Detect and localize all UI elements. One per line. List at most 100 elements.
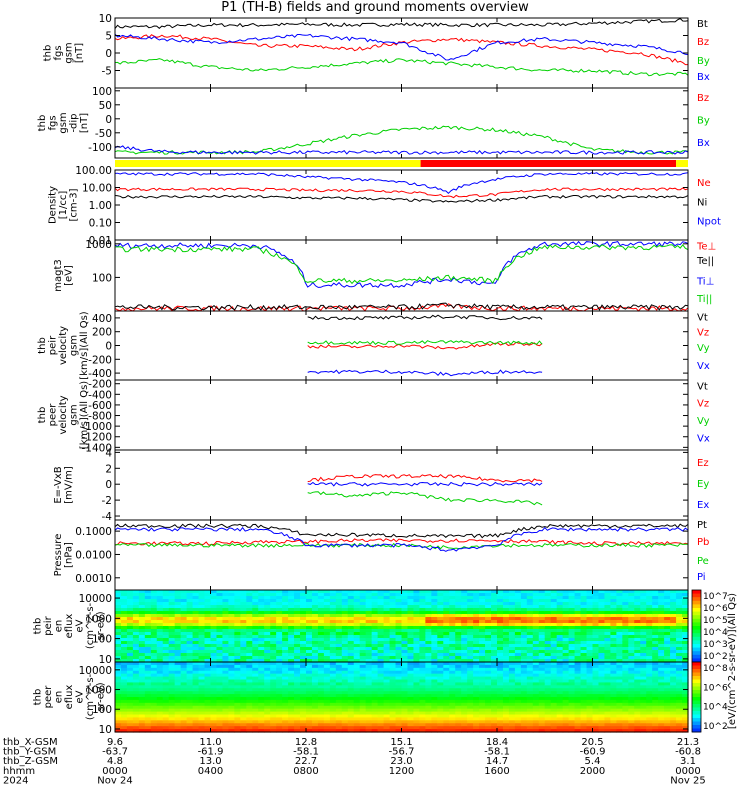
legend-label-Vx: Vx: [697, 433, 710, 444]
colorbar-segment: [692, 590, 701, 594]
colorbar-tick-label: 10^6: [703, 604, 728, 614]
legend-label-Pt: Pt: [697, 520, 707, 531]
legend-label-Vt: Vt: [697, 382, 708, 393]
panel-frame: [115, 170, 688, 240]
y-axis-label: magt3: [53, 259, 64, 292]
panel-frame: [115, 240, 688, 311]
colorbar-segment: [692, 701, 701, 705]
colorbar-tick-label: 10^2: [703, 652, 728, 662]
panel-frame: [115, 88, 688, 158]
series-line-Vt: [308, 315, 542, 319]
y-axis-label: fgs: [53, 45, 64, 60]
y-axis-label: peer: [48, 403, 59, 427]
y-tick-label: -2: [102, 495, 112, 507]
legend-label-Ni: Ni: [697, 198, 707, 209]
colorbar-segment: [692, 704, 701, 708]
panel-frame: [115, 380, 688, 450]
legend-label-Ez: Ez: [697, 458, 709, 469]
y-tick-label: -5: [102, 66, 112, 78]
colorbar-segment: [692, 683, 701, 687]
colorbar-segment: [692, 622, 701, 626]
colorbar-segment: [692, 615, 701, 619]
y-axis-label: velocity: [58, 326, 69, 365]
y-tick-label: 100.00: [75, 165, 112, 177]
legend-label-Pb: Pb: [697, 537, 709, 548]
colorbar-segment: [692, 666, 701, 670]
y-tick-label: 0.1000: [75, 526, 112, 538]
y-axis-label: en: [54, 620, 65, 633]
series-line-Bz: [115, 35, 688, 65]
panel-frame: [115, 18, 688, 88]
y-axis-label: Pressure: [53, 534, 64, 577]
legend-label-By: By: [697, 116, 710, 127]
y-axis-label: [mV/m]: [63, 466, 74, 504]
y-axis-label: (cm^2-s-: [85, 602, 96, 649]
y-tick-label: 400: [92, 313, 112, 325]
y-tick-label: 4: [105, 447, 112, 459]
legend-label-Te||: Te||: [696, 256, 714, 267]
series-line-Vx: [308, 370, 542, 376]
figure-title: P1 (TH-B) fields and ground moments over…: [0, 0, 750, 16]
y-tick-label: 0: [105, 341, 112, 353]
mode-bar-segment: [115, 160, 421, 167]
y-tick-label: -200: [88, 354, 112, 366]
legend-label-Pi: Pi: [697, 572, 706, 583]
colorbar-segment: [692, 601, 701, 605]
y-axis-label: [1/cc]: [58, 191, 69, 220]
y-axis-label: thb: [37, 115, 48, 132]
y-axis-label: sr-eV): [96, 611, 107, 640]
series-line-Ey: [308, 492, 542, 505]
legend-label-Ex: Ex: [697, 500, 709, 511]
legend-label-Bx: Bx: [697, 138, 710, 149]
series-line-Ex: [308, 483, 542, 486]
y-axis-label: peir: [43, 615, 54, 635]
series-line-Npot: [115, 173, 688, 194]
series-line-By: [115, 59, 688, 76]
series-line-Ni: [115, 196, 688, 203]
y-tick-label: 0: [105, 48, 112, 60]
y-axis-label: thb: [33, 618, 44, 635]
legend-label-Pe: Pe: [697, 556, 709, 567]
colorbar-tick-label: 10^5: [703, 616, 728, 626]
y-tick-label: 1.00: [89, 200, 112, 212]
y-tick-label: 5: [105, 31, 112, 43]
legend-label-Ti||: Ti||: [696, 294, 712, 305]
y-tick-label: 200: [92, 327, 112, 339]
y-tick-label: -100: [88, 142, 112, 154]
legend-label-Npot: Npot: [697, 216, 721, 227]
y-axis-label: [km/s](All Qs): [79, 311, 90, 379]
y-tick-label: 2: [105, 463, 112, 475]
colorbar-segment: [692, 637, 701, 641]
y-axis-label: peir: [48, 335, 59, 355]
legend-label-Vz: Vz: [697, 398, 709, 409]
y-tick-label: -50: [95, 128, 112, 140]
colorbar-tick-label: 10^7: [703, 592, 728, 602]
y-tick-label: 1000: [85, 239, 112, 251]
y-tick-label: 50: [99, 100, 112, 112]
y-axis-label: [eV]: [63, 265, 74, 286]
colorbar-segment: [692, 673, 701, 677]
legend-label-Vy: Vy: [697, 416, 710, 427]
legend-label-Ne: Ne: [697, 178, 711, 189]
y-axis-label: fgs: [48, 115, 59, 130]
colorbar-segment: [692, 690, 701, 694]
series-line-Ez: [308, 475, 542, 482]
series-line-By: [115, 126, 688, 154]
y-tick-label: 0.0100: [75, 549, 112, 561]
y-tick-label: 0.10: [89, 218, 112, 230]
colorbar-segment: [692, 633, 701, 637]
series-line-Pt: [115, 524, 688, 537]
y-axis-label: gsm: [63, 42, 74, 63]
legend-label-Bz: Bz: [697, 93, 709, 104]
y-axis-label: [km/s](All Qs): [79, 381, 90, 449]
y-axis-label: velocity: [58, 395, 69, 434]
colorbar-segment: [692, 594, 701, 598]
y-axis-label: Density: [48, 186, 59, 224]
legend-label-Te⊥: Te⊥: [696, 242, 716, 253]
colorbar-segment: [692, 708, 701, 712]
colorbar-segment: [692, 697, 701, 701]
colorbar-segment: [692, 687, 701, 691]
y-tick-label: 0: [105, 114, 112, 126]
